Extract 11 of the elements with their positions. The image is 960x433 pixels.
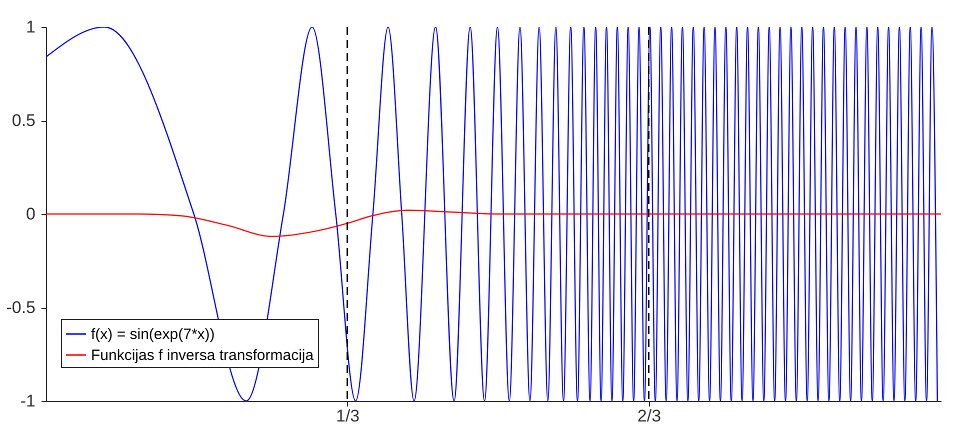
x-tick-label: 2/3 xyxy=(637,406,662,426)
line-series xyxy=(46,210,941,238)
y-tick-label: 1 xyxy=(26,18,36,36)
line-series xyxy=(46,27,938,401)
y-tick-label: -1 xyxy=(20,392,36,410)
legend-label: f(x) = sin(exp(7*x)) xyxy=(91,326,215,343)
y-tick-label: 0 xyxy=(26,204,36,224)
y-tick-label: 0.5 xyxy=(12,111,36,130)
y-tick-label: -0.5 xyxy=(6,298,36,317)
legend-label: Funkcijas f inversa transformacija xyxy=(91,347,314,364)
x-tick-label: 1/3 xyxy=(336,406,360,426)
